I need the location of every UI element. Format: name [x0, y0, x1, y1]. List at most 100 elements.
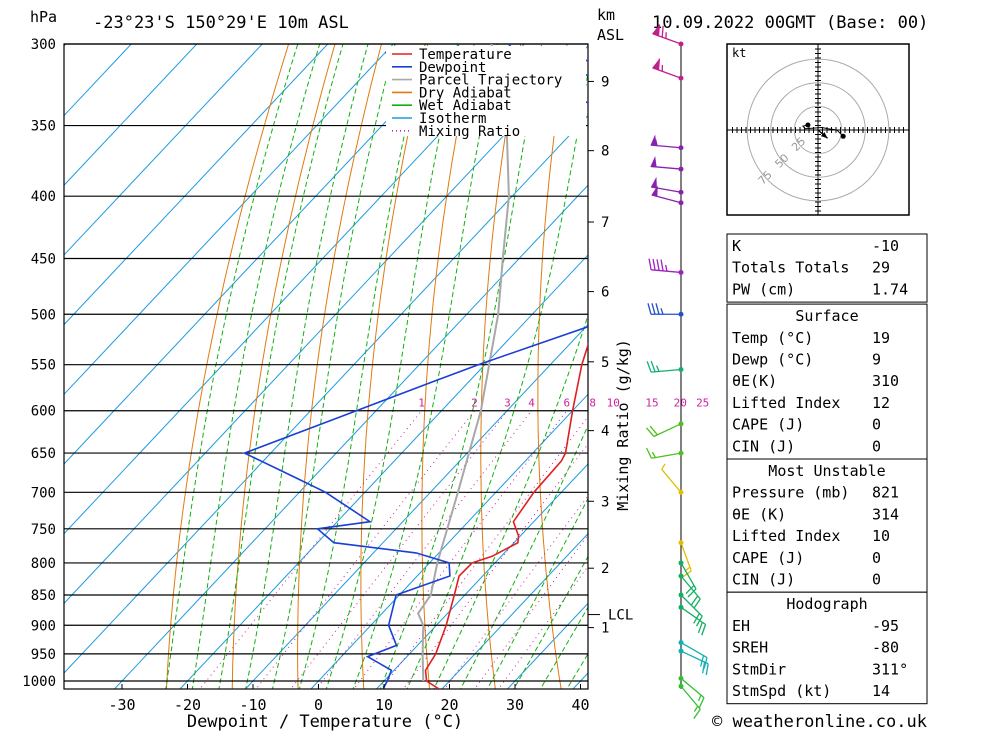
- index-value: -80: [872, 639, 899, 657]
- wind-barb: [678, 560, 697, 598]
- mixing-ratio-line: [315, 410, 532, 689]
- index-label: Lifted Index: [732, 527, 840, 545]
- pressure-tick-label: 700: [31, 485, 56, 501]
- legend-label: Wet Adiabat: [419, 98, 512, 114]
- x-axis: -30 -20 -10 0 10 20 30 40: [108, 684, 590, 714]
- pressure-tick-label: 750: [31, 522, 56, 538]
- legend-label: Mixing Ratio: [419, 124, 520, 140]
- wind-barb: [647, 303, 684, 317]
- index-value: 314: [872, 505, 899, 523]
- x-tick-label: 40: [571, 696, 589, 714]
- dry-adiabat-line: [480, 44, 522, 689]
- pressure-tick-label: 500: [31, 307, 56, 323]
- height-tick-label: 5: [601, 355, 609, 371]
- table-title: Most Unstable: [768, 462, 885, 480]
- height-tick-label: 4: [601, 424, 609, 440]
- index-label: CIN (J): [732, 437, 795, 455]
- isotherm-line: [113, 184, 588, 689]
- pressure-tick-label: 1000: [22, 674, 56, 690]
- height-tick-label: 8: [601, 144, 609, 160]
- hodograph-ring: [793, 105, 843, 155]
- x-tick-label: -30: [108, 696, 135, 714]
- isotherm-line: [64, 44, 460, 465]
- index-label: θE (K): [732, 505, 786, 523]
- wet-adiabat-line: [271, 44, 396, 689]
- isotherm-line: [179, 254, 588, 689]
- background-lines: [64, 8, 1000, 707]
- height-tick-label: 7: [601, 215, 609, 231]
- wind-barb: [646, 360, 684, 373]
- index-label: CAPE (J): [732, 416, 804, 434]
- index-value: 0: [872, 437, 881, 455]
- height-unit-km: km: [597, 6, 615, 24]
- wind-barb: [651, 24, 684, 47]
- height-tick-label: 6: [601, 285, 609, 301]
- index-value: 1.74: [872, 280, 908, 298]
- wind-barb: [678, 648, 709, 676]
- legend-label: Parcel Trajectory: [419, 73, 562, 89]
- wind-barb: [650, 155, 684, 172]
- x-tick-label: 0: [314, 696, 323, 714]
- index-label: CAPE (J): [732, 549, 804, 567]
- lcl-label: LCL: [608, 608, 633, 624]
- wet-adiabat-line: [406, 70, 588, 689]
- indices-tables: K -10 Totals Totals 29 PW (cm) 1.74 Surface Tem…: [726, 233, 928, 705]
- index-value: 29: [872, 259, 890, 277]
- wind-barb: [645, 421, 684, 438]
- mixing-ratio-label: 15: [645, 397, 658, 410]
- index-value: 12: [872, 394, 890, 412]
- index-label: Totals Totals: [732, 259, 849, 277]
- hodograph-unit: kt: [732, 46, 746, 60]
- isotherm-line: [64, 44, 198, 186]
- isotherm-line: [64, 44, 329, 326]
- x-tick-label: 10: [375, 696, 393, 714]
- wind-barb: [650, 176, 684, 195]
- mixing-ratio-line: [290, 410, 508, 689]
- dry-adiabat-line: [937, 8, 1000, 707]
- wind-barb: [661, 463, 684, 495]
- isotherm-line: [310, 393, 588, 689]
- isotherm-line: [441, 532, 588, 689]
- mixing-ratio-line: [199, 410, 422, 689]
- height-unit-asl: ASL: [597, 26, 624, 44]
- legend-label: Dewpoint: [419, 60, 486, 76]
- wind-barb: [678, 675, 705, 709]
- mixing-ratio-label: 10: [607, 397, 620, 410]
- legend-label: Isotherm: [419, 111, 486, 127]
- dry-adiabat-line: [421, 44, 475, 689]
- height-tick-label: 3: [601, 494, 609, 510]
- x-tick-label: 30: [506, 696, 524, 714]
- index-label: SREH: [732, 639, 768, 657]
- pressure-tick-label: 900: [31, 618, 56, 634]
- index-label: θE(K): [732, 372, 777, 390]
- wet-adiabat-line: [459, 424, 588, 689]
- wet-adiabat-line: [165, 44, 299, 689]
- mixing-ratio-label: 20: [674, 397, 687, 410]
- parcel-trajectory-trace: [416, 44, 510, 682]
- temperature-trace: [424, 342, 588, 689]
- surface-table: Surface Temp (°C) 19 Dewp (°C) 9 θE(K) 310 Lift…: [726, 303, 928, 460]
- hodograph-ring: [770, 82, 866, 178]
- table-title: Surface: [795, 307, 858, 325]
- mixing-ratio-labels: 1 2 3 4 6 8 10 15 20 25: [418, 397, 709, 410]
- wet-adiabat-line: [325, 44, 460, 689]
- hodograph-indices-table: Hodograph EH -95 SREH -80 StmDir 311° StmSpd (k…: [726, 591, 928, 705]
- wind-barb: [678, 540, 692, 579]
- mixing-ratio-axis-label: Mixing Ratio (g/kg): [614, 339, 632, 511]
- mixing-ratio-label: 3: [504, 397, 511, 410]
- general-indices-table: K -10 Totals Totals 29 PW (cm) 1.74: [726, 233, 928, 303]
- index-value: 9: [872, 351, 881, 369]
- hodograph-trace: [801, 124, 844, 137]
- most-unstable-table: Most Unstable Pressure (mb) 821 θE (K) 314 Li…: [726, 458, 928, 593]
- index-value: 0: [872, 549, 881, 567]
- wet-adiabat-line: [379, 44, 543, 689]
- pressure-tick-label: 950: [31, 647, 56, 663]
- hodograph-ring: [746, 58, 890, 202]
- pressure-tick-label: 650: [31, 446, 56, 462]
- dry-adiabat-line: [231, 44, 336, 689]
- wet-adiabat-line: [433, 313, 588, 689]
- dry-adiabat-line: [165, 44, 290, 689]
